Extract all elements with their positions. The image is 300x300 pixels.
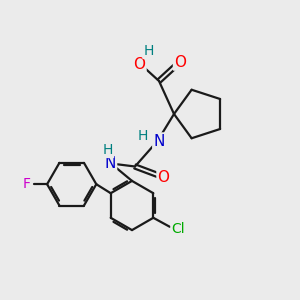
- Text: O: O: [158, 169, 169, 184]
- Text: N: N: [105, 156, 116, 171]
- Text: H: H: [143, 44, 154, 58]
- Text: H: H: [103, 143, 113, 157]
- Text: F: F: [23, 177, 31, 191]
- Text: N: N: [153, 134, 165, 148]
- Text: O: O: [134, 57, 146, 72]
- Text: Cl: Cl: [171, 222, 185, 236]
- Text: O: O: [174, 55, 186, 70]
- Text: H: H: [137, 130, 148, 143]
